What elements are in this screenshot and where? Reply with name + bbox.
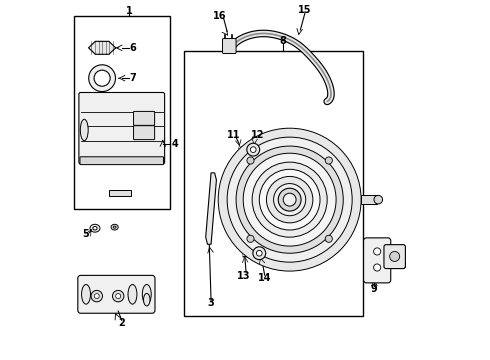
Circle shape	[116, 294, 121, 298]
Text: 15: 15	[298, 5, 312, 15]
Ellipse shape	[142, 284, 151, 304]
FancyBboxPatch shape	[384, 245, 405, 269]
Ellipse shape	[90, 224, 100, 232]
Ellipse shape	[128, 284, 137, 304]
Text: 9: 9	[371, 284, 378, 294]
Circle shape	[236, 146, 343, 253]
Circle shape	[247, 157, 254, 164]
Text: 6: 6	[129, 43, 136, 53]
Bar	[361, 195, 377, 204]
Circle shape	[278, 188, 301, 211]
FancyBboxPatch shape	[80, 157, 164, 165]
Circle shape	[250, 147, 256, 153]
Bar	[184, 51, 363, 316]
Circle shape	[390, 251, 400, 261]
FancyBboxPatch shape	[78, 275, 155, 313]
Bar	[74, 16, 170, 208]
Circle shape	[283, 193, 296, 206]
Ellipse shape	[94, 70, 110, 86]
Circle shape	[259, 169, 320, 230]
Circle shape	[373, 264, 381, 271]
Ellipse shape	[111, 224, 118, 230]
FancyBboxPatch shape	[364, 238, 391, 283]
Text: 7: 7	[129, 73, 136, 83]
FancyBboxPatch shape	[222, 39, 236, 54]
Text: 13: 13	[237, 271, 250, 281]
Circle shape	[91, 291, 102, 302]
Circle shape	[113, 291, 124, 302]
Circle shape	[325, 157, 332, 164]
Text: 5: 5	[83, 229, 89, 239]
Circle shape	[247, 143, 260, 156]
FancyBboxPatch shape	[79, 93, 165, 164]
Text: 16: 16	[213, 11, 227, 21]
Circle shape	[256, 250, 262, 256]
Text: 2: 2	[119, 318, 125, 328]
Circle shape	[253, 247, 266, 260]
Text: 8: 8	[279, 36, 286, 46]
Circle shape	[94, 294, 99, 298]
Circle shape	[227, 137, 352, 262]
Ellipse shape	[80, 119, 88, 141]
Ellipse shape	[93, 226, 97, 230]
Circle shape	[373, 248, 381, 255]
Text: 14: 14	[258, 273, 271, 283]
Ellipse shape	[89, 65, 116, 91]
Text: 3: 3	[208, 298, 215, 308]
Text: 1: 1	[125, 6, 132, 17]
Text: 4: 4	[172, 139, 179, 149]
Circle shape	[267, 176, 313, 223]
Text: 10: 10	[393, 261, 407, 271]
Circle shape	[325, 235, 332, 242]
FancyBboxPatch shape	[134, 111, 155, 125]
Ellipse shape	[144, 293, 150, 306]
Text: 11: 11	[227, 130, 240, 140]
Ellipse shape	[113, 226, 116, 228]
Polygon shape	[206, 173, 217, 244]
Text: 12: 12	[251, 130, 264, 140]
Bar	[109, 190, 131, 196]
FancyBboxPatch shape	[134, 126, 155, 140]
Circle shape	[243, 153, 336, 246]
Circle shape	[273, 184, 306, 216]
Circle shape	[247, 235, 254, 242]
Polygon shape	[89, 41, 116, 54]
Ellipse shape	[81, 284, 91, 304]
Circle shape	[252, 162, 327, 237]
Circle shape	[218, 128, 361, 271]
Circle shape	[374, 195, 383, 204]
